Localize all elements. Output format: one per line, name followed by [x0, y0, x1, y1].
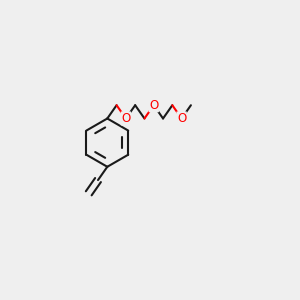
Text: O: O	[177, 112, 186, 125]
Text: O: O	[121, 112, 130, 125]
Text: O: O	[149, 99, 158, 112]
